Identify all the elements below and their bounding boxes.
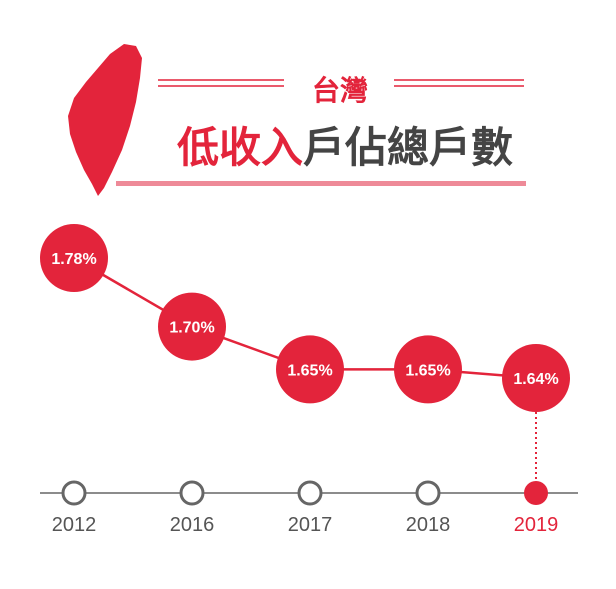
- data-label: 1.65%: [405, 362, 450, 379]
- x-tick-label: 2012: [52, 514, 97, 536]
- data-point-bubble: [394, 335, 462, 404]
- x-tick-label: 2019: [514, 514, 559, 536]
- data-point-bubble: [276, 335, 344, 404]
- region-label: 台灣: [312, 74, 368, 107]
- x-tick-label: 2016: [170, 514, 215, 536]
- title-rest: 戶佔總戶數: [303, 123, 513, 172]
- data-label: 1.70%: [169, 320, 214, 337]
- axis-marker: [179, 480, 205, 506]
- header-rules: [158, 79, 524, 87]
- data-point-bubble: [502, 344, 570, 412]
- title-underline: [116, 181, 526, 186]
- axis-marker: [524, 481, 548, 505]
- axis-marker: [61, 480, 87, 506]
- x-tick-label: 2018: [406, 514, 451, 536]
- axis-marker: [297, 480, 323, 506]
- title-highlight: 低收入: [177, 123, 303, 172]
- x-tick-label: 2017: [288, 514, 333, 536]
- axis-marker: [415, 480, 441, 506]
- data-point-bubble: [158, 292, 226, 361]
- page-title: 低收入戶佔總戶數: [177, 123, 513, 172]
- taiwan-map-icon: [68, 44, 142, 196]
- data-label: 1.64%: [513, 371, 558, 388]
- data-point-bubble: [40, 224, 108, 292]
- data-label: 1.65%: [287, 362, 332, 379]
- data-label: 1.78%: [51, 251, 96, 268]
